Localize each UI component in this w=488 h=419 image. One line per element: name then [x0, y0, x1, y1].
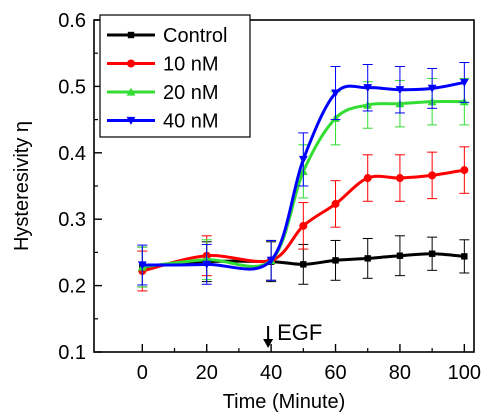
legend-item-40-nm: 40 nM — [107, 111, 219, 133]
y-axis-label: Hysteresivity η — [11, 121, 33, 251]
x-tick-label: 60 — [324, 362, 346, 384]
data-point-10-nm — [331, 199, 340, 208]
x-axis: 0 20 40 60 80 100 — [137, 344, 481, 384]
plot-area: 0 20 40 60 80 100 0.1 0.2 0.3 0.4 0.5 0.6 EGF Cont… — [58, 10, 481, 384]
legend-label-control: Control — [163, 25, 227, 47]
x-tick-label: 0 — [137, 362, 148, 384]
x-tick-label: 20 — [196, 362, 218, 384]
y-tick-label: 0.4 — [58, 143, 86, 165]
data-point-10-nm — [395, 174, 404, 183]
data-point-10-nm — [428, 171, 437, 180]
data-point-40-nm — [202, 260, 212, 269]
annotation-arrow-head — [263, 339, 274, 348]
legend-marker-20-nm — [126, 87, 136, 96]
data-point-control — [332, 257, 339, 264]
data-point-40-nm — [395, 86, 405, 95]
y-tick-label: 0.2 — [58, 276, 86, 298]
data-point-10-nm — [299, 221, 308, 230]
legend: Control 10 nM 20 nM 40 nM — [99, 14, 251, 138]
series-layer — [137, 61, 470, 292]
data-point-control — [461, 253, 468, 260]
y-tick-label: 0.5 — [58, 76, 86, 98]
data-point-40-nm — [459, 78, 469, 87]
x-axis-label: Time (Minute) — [223, 391, 346, 413]
data-point-40-nm — [427, 84, 437, 93]
data-point-40-nm — [298, 155, 308, 164]
data-point-40-nm — [363, 84, 373, 93]
data-point-control — [396, 252, 404, 259]
series-line-40-nm — [142, 80, 465, 271]
data-point-10-nm — [460, 166, 469, 175]
legend-marker-control — [127, 31, 135, 39]
legend-item-20-nm: 20 nM — [107, 82, 219, 104]
data-point-10-nm — [363, 174, 372, 183]
data-point-control — [300, 261, 307, 268]
y-tick-label: 0.6 — [58, 10, 86, 32]
legend-item-control: Control — [107, 25, 227, 47]
series-40-nm — [137, 61, 470, 286]
y-tick-label: 0.3 — [58, 209, 86, 231]
series-line-20-nm — [142, 100, 465, 269]
data-point-40-nm — [266, 256, 276, 265]
legend-label-20-nm: 20 nM — [163, 82, 219, 104]
legend-label-40-nm: 40 nM — [163, 111, 219, 133]
data-point-40-nm — [137, 261, 147, 270]
legend-marker-10-nm — [127, 59, 135, 68]
legend-item-10-nm: 10 nM — [107, 54, 219, 76]
data-point-control — [428, 250, 436, 257]
legend-label-10-nm: 10 nM — [163, 54, 219, 76]
x-tick-label: 40 — [260, 362, 282, 384]
y-tick-label: 0.1 — [58, 342, 86, 364]
annotation-layer: EGF — [263, 320, 322, 348]
data-point-40-nm — [331, 89, 340, 98]
y-axis: 0.1 0.2 0.3 0.4 0.5 0.6 — [58, 10, 102, 364]
x-tick-label: 100 — [448, 362, 481, 384]
legend-marker-40-nm — [126, 116, 136, 125]
x-tick-label: 80 — [389, 362, 411, 384]
annotation-egf-label: EGF — [277, 320, 322, 345]
data-point-control — [364, 255, 371, 262]
